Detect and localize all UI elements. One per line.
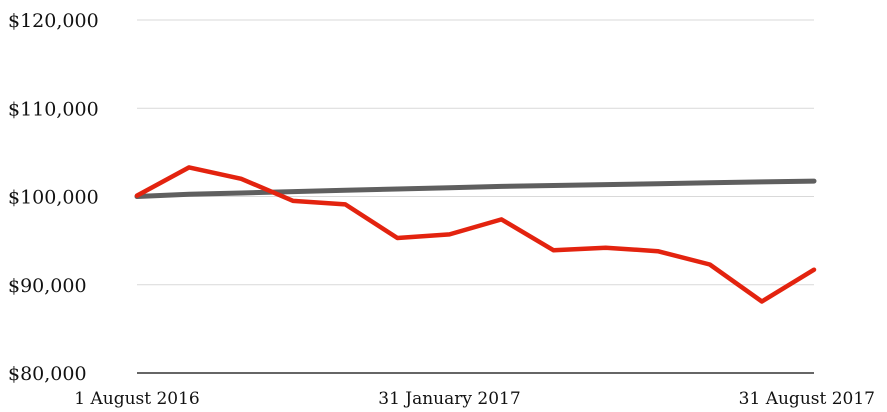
y-axis-tick-labels: $120,000 $110,000 $100,000 $90,000 $80,000 [8,10,99,385]
y-tick-label: $110,000 [8,98,99,120]
x-axis-tick-labels: 1 August 2016 31 January 2017 31 August 20… [74,389,875,409]
y-tick-label: $120,000 [8,10,99,32]
x-tick-label: 1 August 2016 [74,389,200,409]
gridlines [137,19,814,374]
x-tick-label: 31 August 2017 [739,389,875,409]
series-line-2 [134,165,817,304]
y-tick-label: $80,000 [8,363,87,385]
x-tick-label: 31 January 2017 [378,389,520,409]
series-lines [134,165,817,304]
y-tick-label: $100,000 [8,187,99,209]
series-line-1 [134,178,817,199]
y-tick-label: $90,000 [8,275,87,297]
